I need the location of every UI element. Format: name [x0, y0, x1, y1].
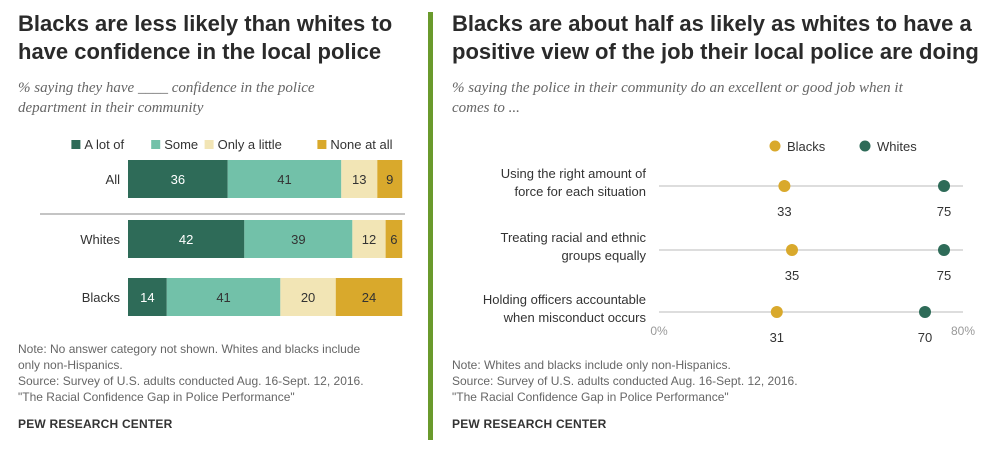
- data-label-whites-none-at-all: 6: [390, 232, 397, 247]
- legend-swatch-none-at-all: [317, 140, 327, 149]
- data-label-all-only-a-little: 13: [352, 172, 366, 187]
- legend-swatch-only-a-little: [204, 140, 214, 149]
- bar-blacks-some: [166, 278, 281, 316]
- dot-blacks-row2: [786, 244, 798, 256]
- right-title-line1: Blacks are about half as likely as white…: [452, 11, 972, 36]
- category-label-all: All: [106, 172, 121, 187]
- category-label-whites: Whites: [80, 232, 120, 247]
- dot-whites-row1: [938, 180, 950, 192]
- dot-plot-chart: Blacks Whites Using the right amount of for…: [483, 139, 975, 345]
- right-brand: PEW RESEARCH CENTER: [452, 417, 607, 431]
- data-label-all-none-at-all: 9: [386, 172, 393, 187]
- value-label-whites-row2: 75: [937, 268, 951, 283]
- right-title-line2: positive view of the job their local pol…: [452, 39, 979, 64]
- data-label-blacks-a-lot-of: 14: [140, 290, 154, 305]
- value-label-blacks-row2: 35: [785, 268, 799, 283]
- right-subtitle-line2: comes to ...: [452, 100, 520, 116]
- right-note: Note: Whites and blacks include only non…: [452, 358, 798, 404]
- left-note: Note: No answer category not shown. Whit…: [18, 342, 364, 404]
- right-subtitle-line1: % saying the police in their community d…: [452, 80, 903, 96]
- value-label-whites-row1: 75: [937, 204, 951, 219]
- x-tick-label-max: 80%: [951, 324, 975, 338]
- legend-dot-whites: [859, 140, 871, 152]
- left-title-line2: have confidence in the local police: [18, 39, 382, 64]
- left-brand: PEW RESEARCH CENTER: [18, 417, 173, 431]
- row-label-1-line1: Using the right amount of: [501, 166, 647, 181]
- dot-blacks-row3: [770, 306, 783, 318]
- stacked-bar-chart: A lot of Some Only a little None at all All 3…: [40, 137, 405, 316]
- data-label-all-a-lot-of: 36: [171, 172, 185, 187]
- row-label-3-line1: Holding officers accountable: [483, 292, 646, 307]
- left-chart-subtitle: % saying they have ____ confidence in th…: [18, 78, 315, 118]
- data-label-whites-a-lot-of: 42: [179, 232, 193, 247]
- legend-swatch-some: [151, 140, 161, 149]
- left-title-line1: Blacks are less likely than whites to: [18, 11, 393, 36]
- bar-all-some: [227, 160, 342, 198]
- legend-label-blacks: Blacks: [787, 139, 826, 154]
- row-label-1-line2: force for each situation: [514, 184, 646, 199]
- right-chart-title: Blacks are about half as likely as white…: [452, 10, 979, 66]
- right-panel: Blacks are about half as likely as white…: [440, 0, 1000, 456]
- left-subtitle-line2: department in their community: [18, 100, 204, 116]
- bar-blacks-only-a-little: [280, 278, 336, 316]
- bar-all-none-at-all: [377, 160, 403, 198]
- bar-whites-none-at-all: [385, 220, 403, 258]
- row-label-2-line1: Treating racial and ethnic: [501, 230, 647, 245]
- bar-all-a-lot-of: [128, 160, 228, 198]
- right-chart-subtitle: % saying the police in their community d…: [452, 78, 903, 118]
- data-label-all-some: 41: [277, 172, 291, 187]
- row-label-2-line2: groups equally: [561, 248, 646, 263]
- bar-blacks-a-lot-of: [128, 278, 167, 316]
- bar-whites-only-a-little: [352, 220, 386, 258]
- bar-whites-a-lot-of: [128, 220, 245, 258]
- legend-swatch-a-lot-of: [71, 140, 81, 149]
- dot-whites-row3: [919, 306, 931, 318]
- dot-whites-row2: [938, 244, 950, 256]
- left-subtitle-line1: % saying they have ____ confidence in th…: [18, 80, 315, 96]
- bar-whites-some: [244, 220, 353, 258]
- category-label-blacks: Blacks: [82, 290, 121, 305]
- panel-divider: [428, 12, 433, 440]
- data-label-blacks-some: 41: [216, 290, 230, 305]
- legend-dot-blacks: [769, 140, 781, 152]
- data-label-whites-some: 39: [291, 232, 305, 247]
- x-tick-label-min: 0%: [650, 324, 668, 338]
- data-label-blacks-only-a-little: 20: [301, 290, 315, 305]
- row-label-3-line2: when misconduct occurs: [503, 310, 647, 325]
- legend-label-only-a-little: Only a little: [218, 137, 282, 152]
- value-label-whites-row3: 70: [918, 330, 932, 345]
- legend-label-whites: Whites: [877, 139, 917, 154]
- bar-blacks-none-at-all: [335, 278, 403, 316]
- left-chart-title: Blacks are less likely than whites to ha…: [18, 10, 392, 66]
- value-label-blacks-row3: 31: [770, 330, 784, 345]
- legend-label-a-lot-of: A lot of: [84, 137, 124, 152]
- legend-label-none-at-all: None at all: [330, 137, 392, 152]
- value-label-blacks-row1: 33: [777, 204, 791, 219]
- data-label-whites-only-a-little: 12: [362, 232, 376, 247]
- legend-label-some: Some: [164, 137, 198, 152]
- bar-all-only-a-little: [341, 160, 378, 198]
- dot-blacks-row1: [778, 180, 791, 192]
- data-label-blacks-none-at-all: 24: [362, 290, 376, 305]
- left-panel: Blacks are less likely than whites to ha…: [0, 0, 425, 456]
